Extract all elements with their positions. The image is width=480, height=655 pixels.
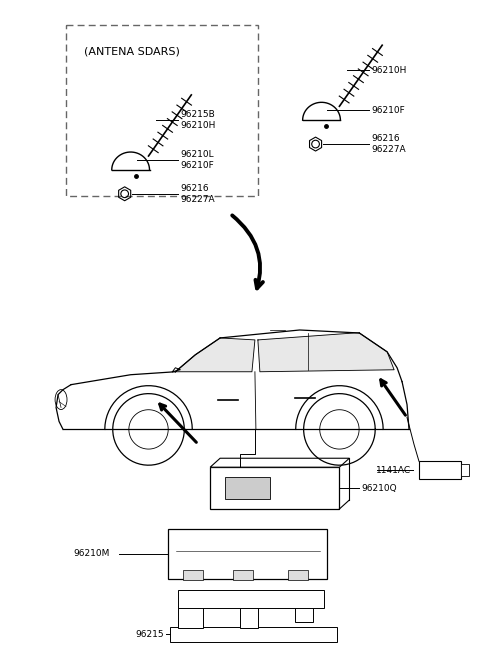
Bar: [233, 570, 253, 580]
Bar: [288, 570, 308, 580]
Polygon shape: [258, 333, 394, 372]
Polygon shape: [175, 338, 255, 372]
Bar: [179, 607, 203, 628]
Bar: [179, 590, 324, 608]
Bar: [170, 627, 337, 642]
Bar: [66, 25, 258, 196]
Bar: [225, 477, 270, 499]
Text: 96216
96227A: 96216 96227A: [371, 134, 406, 154]
Text: 96210F: 96210F: [371, 105, 405, 115]
Polygon shape: [210, 458, 349, 467]
Text: 1141AC: 1141AC: [376, 466, 411, 475]
Bar: [461, 464, 468, 476]
Text: 96216
96227A: 96216 96227A: [180, 184, 215, 204]
Text: 96210M: 96210M: [73, 549, 109, 558]
Bar: [183, 570, 203, 580]
Text: 96210H: 96210H: [371, 66, 407, 75]
Bar: [295, 607, 312, 622]
Text: 96215B
96210H: 96215B 96210H: [180, 110, 216, 130]
Bar: [210, 467, 339, 509]
Bar: [240, 607, 258, 628]
Text: 96215: 96215: [136, 629, 165, 639]
Text: (ANTENA SDARS): (ANTENA SDARS): [84, 47, 180, 56]
Text: 96210L
96210F: 96210L 96210F: [180, 150, 214, 170]
Bar: [419, 461, 461, 479]
Bar: [168, 529, 327, 578]
Text: 96210Q: 96210Q: [361, 483, 397, 493]
